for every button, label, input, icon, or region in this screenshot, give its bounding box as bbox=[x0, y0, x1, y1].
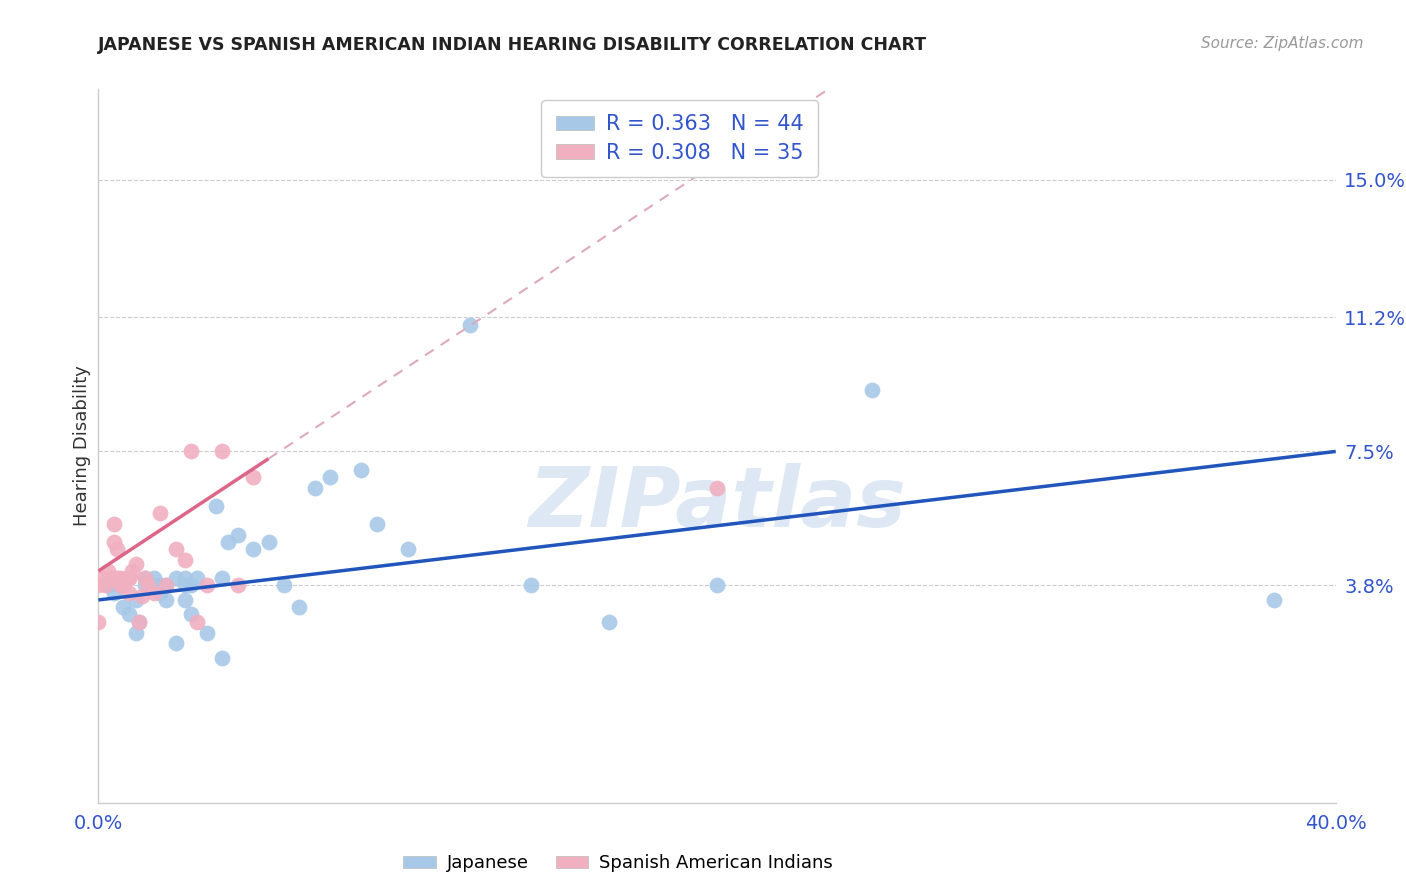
Point bbox=[149, 585, 172, 599]
Point bbox=[149, 506, 172, 520]
Point bbox=[134, 571, 156, 585]
Point bbox=[124, 557, 146, 571]
Point bbox=[242, 542, 264, 557]
Point bbox=[155, 578, 177, 592]
Point bbox=[124, 593, 146, 607]
Point bbox=[87, 615, 110, 629]
Text: ZIPatlas: ZIPatlas bbox=[529, 463, 905, 543]
Point bbox=[121, 564, 143, 578]
Point bbox=[128, 615, 150, 629]
Point bbox=[108, 578, 131, 592]
Point bbox=[217, 535, 239, 549]
Point bbox=[134, 571, 156, 585]
Point bbox=[226, 578, 249, 592]
Point bbox=[520, 578, 543, 592]
Point bbox=[257, 535, 280, 549]
Point bbox=[242, 470, 264, 484]
Point bbox=[706, 578, 728, 592]
Point bbox=[149, 578, 172, 592]
Point bbox=[598, 615, 620, 629]
Point bbox=[124, 625, 146, 640]
Point bbox=[319, 470, 342, 484]
Point bbox=[118, 571, 141, 585]
Point bbox=[118, 571, 141, 585]
Point bbox=[143, 585, 166, 599]
Point bbox=[304, 481, 326, 495]
Point bbox=[195, 578, 218, 592]
Point bbox=[174, 593, 197, 607]
Point bbox=[180, 607, 202, 622]
Point bbox=[87, 578, 110, 592]
Point bbox=[131, 590, 153, 604]
Y-axis label: Hearing Disability: Hearing Disability bbox=[73, 366, 91, 526]
Point bbox=[860, 383, 883, 397]
Point bbox=[134, 578, 156, 592]
Point bbox=[350, 462, 373, 476]
Point bbox=[93, 578, 115, 592]
Point bbox=[155, 578, 177, 592]
Point bbox=[195, 625, 218, 640]
Point bbox=[118, 585, 141, 599]
Point bbox=[211, 571, 233, 585]
Point bbox=[118, 607, 141, 622]
Point bbox=[112, 600, 135, 615]
Point bbox=[180, 444, 202, 458]
Point bbox=[105, 571, 128, 585]
Point bbox=[97, 578, 120, 592]
Legend: Japanese, Spanish American Indians: Japanese, Spanish American Indians bbox=[396, 847, 839, 880]
Point bbox=[97, 564, 120, 578]
Point bbox=[128, 615, 150, 629]
Text: JAPANESE VS SPANISH AMERICAN INDIAN HEARING DISABILITY CORRELATION CHART: JAPANESE VS SPANISH AMERICAN INDIAN HEAR… bbox=[98, 36, 928, 54]
Point bbox=[288, 600, 311, 615]
Point bbox=[205, 499, 228, 513]
Point bbox=[366, 516, 388, 531]
Point bbox=[211, 444, 233, 458]
Point bbox=[174, 571, 197, 585]
Point bbox=[165, 636, 187, 650]
Point bbox=[186, 615, 208, 629]
Point bbox=[165, 542, 187, 557]
Point bbox=[174, 578, 197, 592]
Point bbox=[105, 542, 128, 557]
Point bbox=[112, 578, 135, 592]
Point bbox=[155, 593, 177, 607]
Point bbox=[180, 578, 202, 592]
Point bbox=[226, 527, 249, 541]
Point bbox=[396, 542, 419, 557]
Point bbox=[100, 571, 122, 585]
Point bbox=[458, 318, 481, 332]
Point bbox=[143, 578, 166, 592]
Point bbox=[108, 571, 131, 585]
Point bbox=[136, 578, 159, 592]
Point bbox=[115, 571, 138, 585]
Point bbox=[90, 571, 112, 585]
Point bbox=[186, 571, 208, 585]
Point bbox=[1263, 593, 1285, 607]
Point bbox=[174, 553, 197, 567]
Point bbox=[706, 481, 728, 495]
Point bbox=[143, 571, 166, 585]
Point bbox=[103, 585, 125, 599]
Point bbox=[211, 651, 233, 665]
Point bbox=[273, 578, 295, 592]
Text: Source: ZipAtlas.com: Source: ZipAtlas.com bbox=[1201, 36, 1364, 51]
Point bbox=[165, 571, 187, 585]
Point bbox=[103, 535, 125, 549]
Point bbox=[103, 516, 125, 531]
